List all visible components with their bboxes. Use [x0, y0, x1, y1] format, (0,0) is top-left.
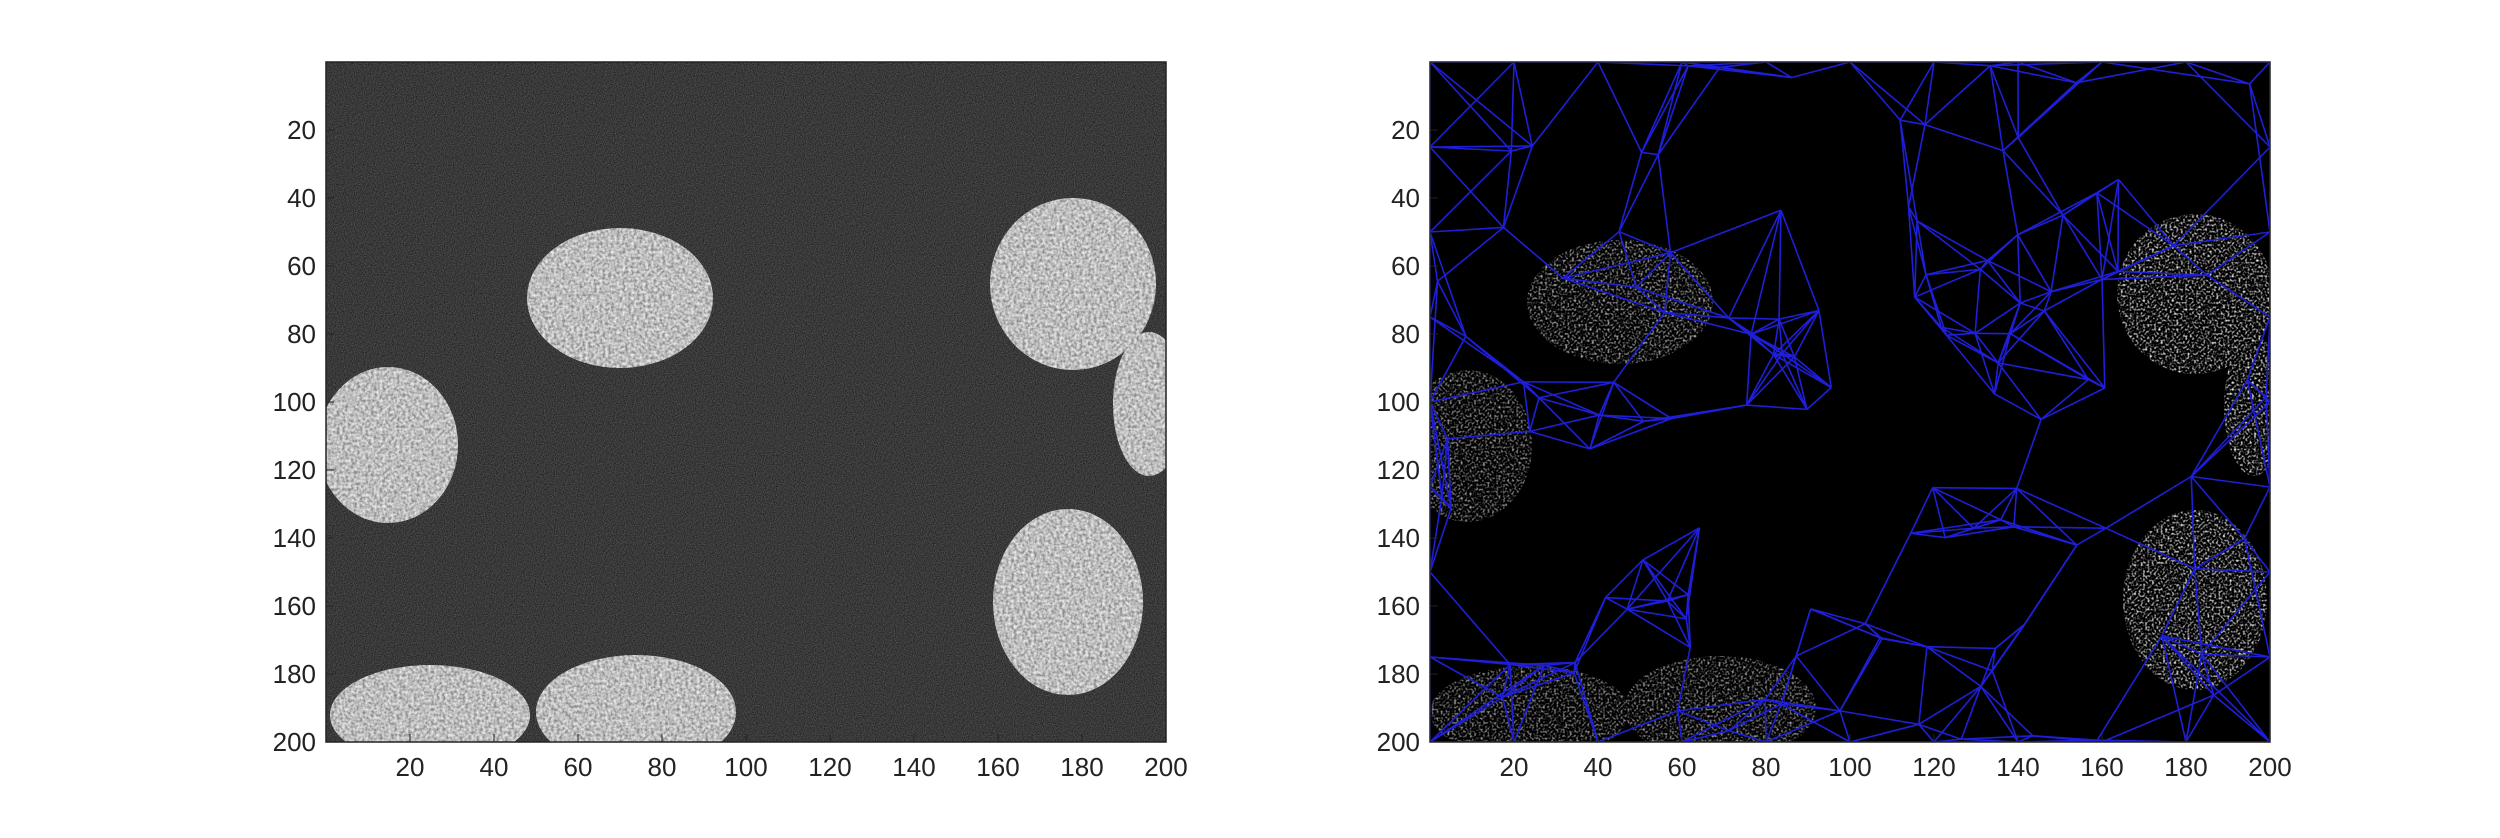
x-tick-label: 160 [2080, 752, 2123, 782]
y-tick-label: 100 [273, 387, 316, 417]
x-tick-label: 80 [648, 752, 677, 782]
y-tick-label: 180 [273, 659, 316, 689]
y-tick-label: 140 [1377, 523, 1420, 553]
x-tick-label: 40 [480, 752, 509, 782]
x-tick-label: 120 [1912, 752, 1955, 782]
y-tick-label: 140 [273, 523, 316, 553]
x-tick-label: 180 [2164, 752, 2207, 782]
x-tick-label: 40 [1584, 752, 1613, 782]
y-tick-label: 60 [1391, 251, 1420, 281]
y-tick-label: 60 [287, 251, 316, 281]
x-tick-label: 60 [564, 752, 593, 782]
x-tick-label: 20 [1500, 752, 1529, 782]
y-tick-label: 120 [273, 455, 316, 485]
y-tick-label: 80 [1391, 319, 1420, 349]
y-tick-label: 40 [287, 183, 316, 213]
y-tick-label: 20 [287, 115, 316, 145]
x-tick-label: 20 [396, 752, 425, 782]
right-axes-svg: 20 40 60 80 100 120 140 160 180 200 20 40 60 80 100 120… [1250, 0, 2500, 833]
nucleus [527, 228, 713, 368]
y-tick-label: 100 [1377, 387, 1420, 417]
y-tick-label: 80 [287, 319, 316, 349]
y-tick-label: 180 [1377, 659, 1420, 689]
y-tick-label: 200 [1377, 727, 1420, 757]
x-tick-label: 160 [976, 752, 1019, 782]
y-tick-label: 40 [1391, 183, 1420, 213]
nucleus [318, 367, 458, 523]
right-segmentation-panel: 20 40 60 80 100 120 140 160 180 200 20 40 60 80 100 120… [1250, 0, 2500, 833]
x-tick-label: 80 [1752, 752, 1781, 782]
segmented-region [1404, 370, 1532, 522]
y-tick-label: 20 [1391, 115, 1420, 145]
right-image-area [1404, 62, 2284, 760]
nucleus [1113, 332, 1185, 476]
x-tick-label: 140 [892, 752, 935, 782]
y-tick-label: 160 [1377, 591, 1420, 621]
x-tick-label: 140 [1996, 752, 2039, 782]
segmented-region [1527, 240, 1713, 364]
y-tick-label: 160 [273, 591, 316, 621]
mesh-edge [1430, 146, 1532, 147]
mesh-edge [1933, 488, 2017, 489]
x-tick-label: 180 [1060, 752, 1103, 782]
x-tick-label: 100 [1828, 752, 1871, 782]
y-tick-label: 200 [273, 727, 316, 757]
y-tick-label: 120 [1377, 455, 1420, 485]
x-tick-label: 100 [724, 752, 767, 782]
mesh-edge [2118, 179, 2119, 271]
x-tick-label: 60 [1668, 752, 1697, 782]
left-axes-svg: 20 40 60 80 100 120 140 160 180 200 20 40 60 80 100 120… [0, 0, 1250, 833]
x-tick-label: 200 [1144, 752, 1187, 782]
nucleus [993, 509, 1143, 695]
x-tick-label: 200 [2248, 752, 2291, 782]
left-image-area [318, 62, 1185, 769]
x-tick-label: 120 [808, 752, 851, 782]
left-microscopy-panel: 20 40 60 80 100 120 140 160 180 200 20 40 60 80 100 120… [0, 0, 1250, 833]
nucleus [330, 665, 530, 765]
